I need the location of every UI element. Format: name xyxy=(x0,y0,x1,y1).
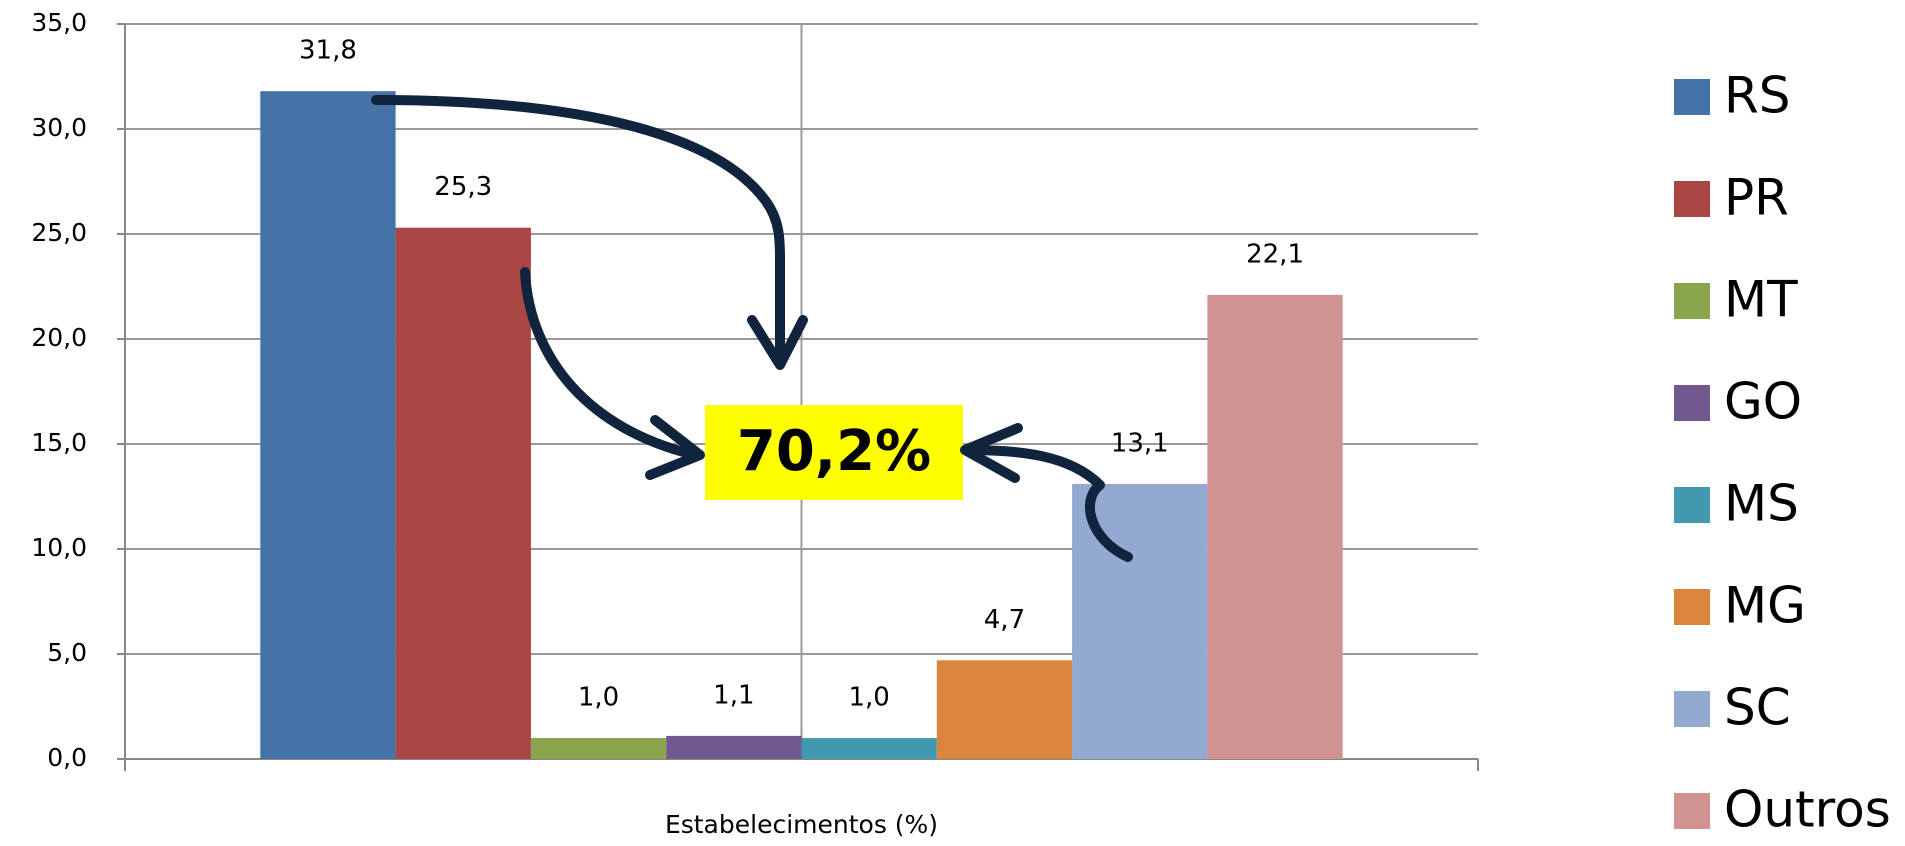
legend-swatch xyxy=(1674,589,1710,625)
annotation-box xyxy=(705,405,963,500)
legend-swatch xyxy=(1674,385,1710,421)
value-label: 25,3 xyxy=(434,172,492,202)
legend-swatch xyxy=(1674,487,1710,523)
legend-label: MT xyxy=(1724,271,1798,329)
y-tick-label: 0,0 xyxy=(47,743,87,772)
legend-swatch xyxy=(1674,79,1710,115)
bar xyxy=(666,735,802,759)
legend-label: SC xyxy=(1724,679,1791,737)
bar xyxy=(1207,294,1343,759)
value-label: 1,0 xyxy=(848,683,889,713)
legend-label: GO xyxy=(1724,373,1802,431)
value-label: 13,1 xyxy=(1111,428,1169,458)
y-tick-label: 10,0 xyxy=(31,533,87,562)
x-tick-label: Estabelecimentos (%) xyxy=(665,810,938,839)
bar xyxy=(801,738,937,759)
value-label: 1,1 xyxy=(713,680,754,710)
legend-swatch xyxy=(1674,283,1710,319)
bar xyxy=(395,227,531,759)
y-tick-label: 25,0 xyxy=(31,218,87,247)
y-tick-label: 5,0 xyxy=(47,638,87,667)
legend: RS PR MT GO MS MG SC Outros xyxy=(1674,67,1891,839)
legend-label: Outros xyxy=(1724,781,1891,839)
value-label: 1,0 xyxy=(578,683,619,713)
legend-label: MS xyxy=(1724,475,1799,533)
legend-swatch xyxy=(1674,181,1710,217)
legend-label: RS xyxy=(1724,67,1790,125)
y-tick-label: 30,0 xyxy=(31,113,87,142)
legend-swatch xyxy=(1674,691,1710,727)
value-label: 22,1 xyxy=(1246,239,1304,269)
arrows xyxy=(371,95,1133,562)
bars: 31,8 25,3 1,0 1,1 1,0 4,7 13,1 22,1 xyxy=(260,36,1343,759)
bar xyxy=(530,738,667,759)
annotation: 70,2% xyxy=(737,419,931,484)
legend-label: MG xyxy=(1724,577,1806,635)
bar xyxy=(260,91,396,759)
bar xyxy=(936,660,1073,759)
legend-label: PR xyxy=(1724,169,1789,227)
value-label: 31,8 xyxy=(299,36,357,66)
y-tick-label: 35,0 xyxy=(31,8,87,37)
value-label: 4,7 xyxy=(984,605,1025,635)
y-tick-label: 20,0 xyxy=(31,323,87,352)
legend-swatch xyxy=(1674,793,1710,829)
y-tick-label: 15,0 xyxy=(31,428,87,457)
